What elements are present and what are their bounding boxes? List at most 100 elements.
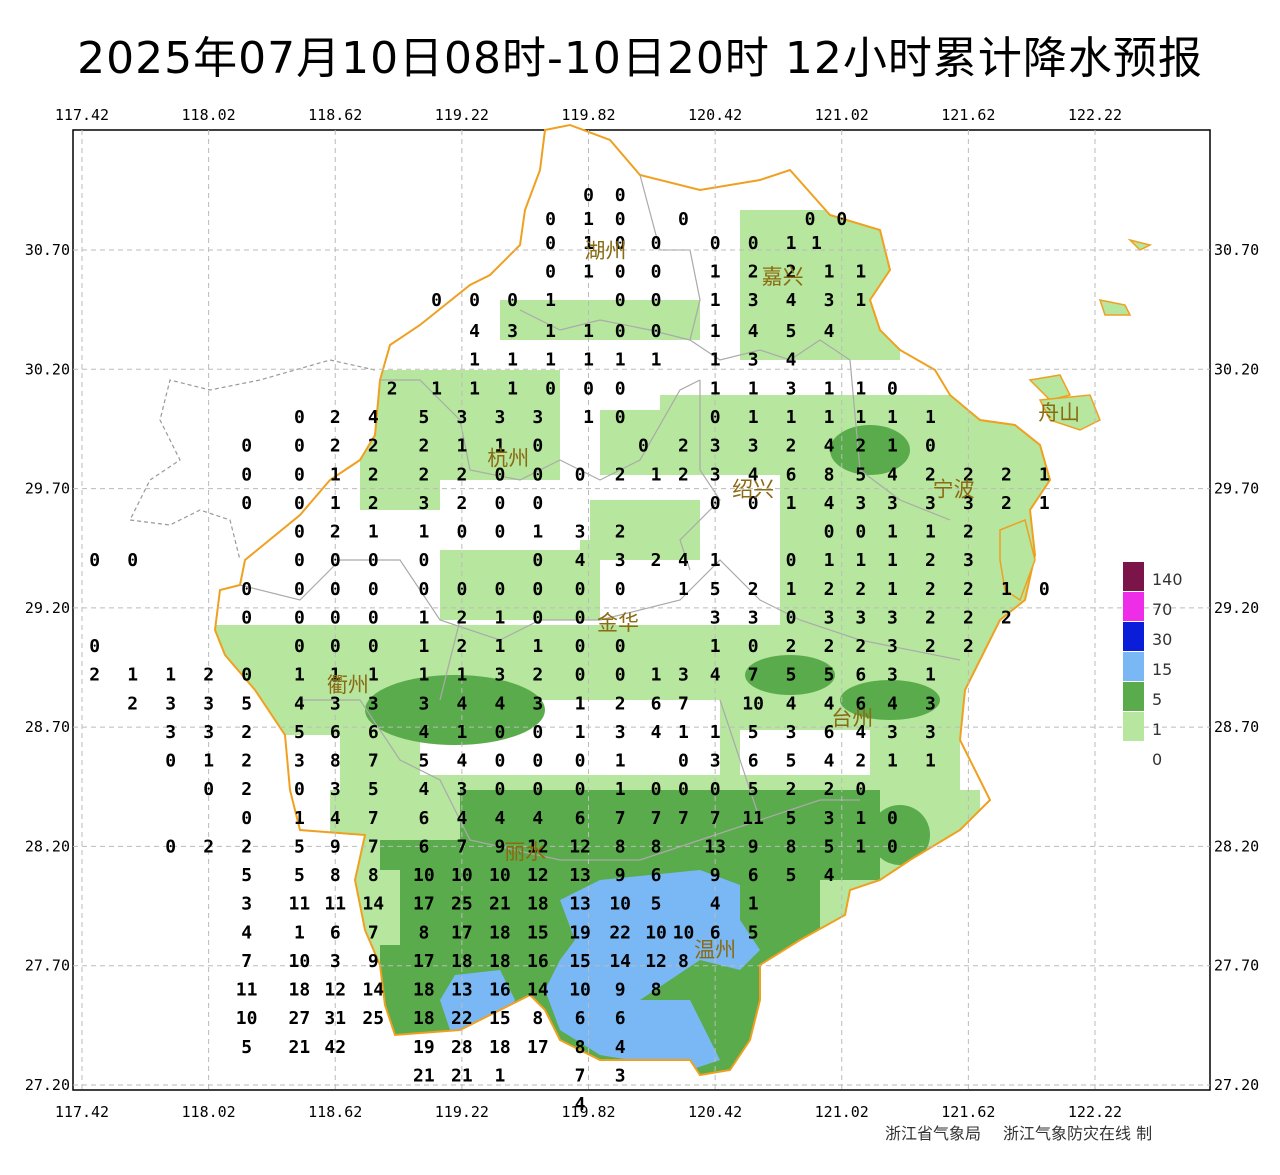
precip-value: 0 [294,407,305,428]
precip-value: 2 [127,693,138,714]
precip-value: 5 [710,579,721,600]
precip-value: 0 [456,579,467,600]
precip-value: 17 [413,951,435,972]
precip-value: 4 [824,693,835,714]
precip-value: 4 [678,550,689,571]
precip-value: 17 [527,1037,549,1058]
precip-value: 1 [294,808,305,829]
precip-value: 2 [963,579,974,600]
precip-value: 0 [710,407,721,428]
precip-value: 3 [418,693,429,714]
precip-value: 5 [786,321,797,342]
precip-value: 2 [241,779,252,800]
precip-value: 2 [1001,493,1012,514]
precip-value: 5 [748,722,759,743]
precip-value: 1 [330,493,341,514]
precip-value: 3 [710,607,721,628]
precip-value: 0 [638,436,649,457]
city-label: 绍兴 [732,478,774,502]
precip-value: 3 [368,693,379,714]
precip-value: 9 [615,980,626,1001]
precip-value: 2 [963,464,974,485]
precip-value: 4 [824,321,835,342]
precip-value: 2 [1001,464,1012,485]
map-title: 2025年07月10日08时-10日20时 12小时累计降水预报 [77,33,1203,84]
precip-value: 11 [236,980,258,1001]
precip-value: 0 [241,493,252,514]
precip-value: 10 [451,865,473,886]
precip-value: 1 [1039,464,1050,485]
precip-value: 3 [786,722,797,743]
y-tick-label: 27.20 [25,1076,70,1094]
precip-value: 1 [786,579,797,600]
precip-value: 5 [294,722,305,743]
precip-value: 1 [469,350,480,371]
precip-value: 5 [241,693,252,714]
precip-value: 5 [241,1037,252,1058]
precip-value: 0 [294,607,305,628]
precip-value: 2 [456,607,467,628]
legend-label: 1 [1152,720,1162,739]
precip-value: 0 [165,836,176,857]
precip-value: 0 [575,636,586,657]
precip-value: 2 [89,665,100,686]
precip-value: 1 [855,836,866,857]
precip-value: 2 [824,636,835,657]
precip-value: 0 [575,464,586,485]
precip-value: 4 [651,722,662,743]
precip-value: 13 [451,980,473,1001]
precip-value: 2 [456,493,467,514]
precip-value: 2 [786,436,797,457]
precip-value: 4 [456,808,467,829]
precip-value: 13 [569,865,591,886]
precip-value: 3 [678,665,689,686]
precip-value: 8 [678,951,689,972]
precip-value: 0 [532,722,543,743]
precip-value: 0 [615,636,626,657]
precip-value: 3 [925,722,936,743]
precip-value: 10 [236,1008,258,1029]
precip-value: 5 [786,751,797,772]
precip-value: 1 [456,436,467,457]
precip-value: 0 [368,579,379,600]
precip-value: 3 [203,693,214,714]
precip-value: 10 [609,894,631,915]
precip-value: 0 [431,290,442,311]
legend-label: 5 [1152,690,1162,709]
x-tick-label: 118.02 [182,1103,236,1121]
precip-value: 0 [887,378,898,399]
precip-value: 1 [615,350,626,371]
precip-value: 0 [925,436,936,457]
precip-value: 1 [127,665,138,686]
precip-value: 6 [368,722,379,743]
precip-value: 0 [294,636,305,657]
precip-value: 0 [532,464,543,485]
precip-value: 0 [294,436,305,457]
precip-value: 1 [575,693,586,714]
neighbor-boundary [129,359,376,561]
precip-value: 13 [569,894,591,915]
precip-value: 1 [925,522,936,543]
precip-value: 8 [615,836,626,857]
precip-value: 0 [294,493,305,514]
precip-value: 3 [615,1065,626,1086]
precip-value: 1 [494,636,505,657]
precip-value: 8 [532,1008,543,1029]
legend-label: 0 [1152,750,1162,769]
precip-value: 1 [925,665,936,686]
precip-value: 0 [294,550,305,571]
precip-value: 1 [583,321,594,342]
precip-value: 0 [575,607,586,628]
city-label: 温州 [694,938,736,962]
precip-value: 6 [418,836,429,857]
precip-value: 17 [413,894,435,915]
credit-agency: 浙江省气象局 [885,1124,982,1143]
legend-swatch [1123,652,1144,681]
precip-value: 2 [925,464,936,485]
precip-value: 1 [456,665,467,686]
precip-value: 5 [748,779,759,800]
precip-value: 18 [489,922,511,943]
legend: 140 70 30 15 5 1 0 [1123,562,1183,769]
precip-value: 0 [532,779,543,800]
legend-label: 30 [1152,630,1172,649]
